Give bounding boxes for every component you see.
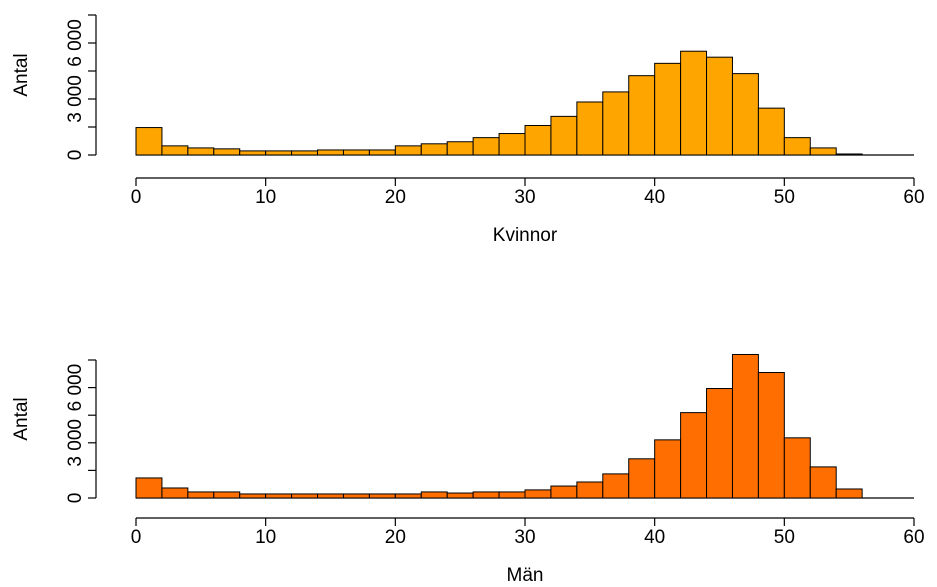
bar	[550, 115, 578, 156]
x-axis-label: Män	[507, 565, 544, 586]
bar	[446, 141, 474, 156]
bar	[472, 491, 500, 499]
y-tick-label: 3 000	[65, 75, 86, 123]
bar	[680, 412, 708, 499]
bar	[187, 491, 215, 499]
bar	[524, 125, 552, 156]
bar	[809, 147, 837, 156]
x-tick-label: 50	[774, 527, 795, 548]
y-tick-label: 3 000	[65, 419, 86, 467]
bar	[394, 493, 422, 499]
bar	[446, 492, 474, 499]
bar	[835, 488, 863, 499]
x-tick-label: 0	[131, 527, 142, 548]
bar	[213, 491, 241, 499]
bar	[161, 487, 189, 499]
bar	[498, 491, 526, 499]
bar	[602, 91, 630, 156]
bar	[731, 73, 759, 156]
bar	[783, 437, 811, 499]
x-tick-label: 10	[255, 527, 276, 548]
x-tick-label: 30	[514, 187, 535, 208]
x-tick-label: 60	[903, 527, 924, 548]
bar	[602, 473, 630, 499]
x-tick-label: 0	[131, 187, 142, 208]
bar	[213, 148, 241, 156]
bar	[239, 493, 267, 499]
y-tick-label: 0	[65, 493, 86, 504]
x-tick-label: 30	[514, 527, 535, 548]
bar	[265, 150, 293, 156]
bar	[291, 493, 319, 499]
bar	[265, 493, 293, 499]
bar	[342, 149, 370, 156]
bar	[576, 101, 604, 156]
x-tick-label: 60	[903, 187, 924, 208]
x-tick-label: 20	[385, 527, 406, 548]
bar	[368, 493, 396, 499]
bar	[654, 439, 682, 499]
x-tick-label: 10	[255, 187, 276, 208]
bar	[757, 107, 785, 156]
bar	[576, 481, 604, 499]
bar	[654, 62, 682, 156]
bar	[706, 56, 733, 156]
bar	[550, 485, 578, 499]
bar	[524, 489, 552, 499]
x-axis-label: Kvinnor	[493, 225, 558, 246]
bar	[472, 137, 500, 156]
bar	[706, 388, 733, 499]
bar	[135, 477, 163, 499]
y-axis-label: Antal	[11, 397, 32, 440]
bar	[317, 493, 344, 499]
y-tick-label: 0	[65, 150, 86, 161]
bar	[420, 143, 448, 156]
x-tick-label: 40	[644, 187, 665, 208]
bar	[161, 145, 189, 156]
x-tick-label: 20	[385, 187, 406, 208]
y-tick-label: 6 000	[65, 364, 86, 412]
bar	[342, 493, 370, 499]
bar	[757, 372, 785, 499]
bar	[420, 491, 448, 499]
bar	[239, 150, 267, 156]
x-tick-label: 40	[644, 527, 665, 548]
bar	[187, 147, 215, 156]
bar	[394, 145, 422, 156]
bar	[135, 127, 163, 156]
bar	[498, 133, 526, 156]
bar	[783, 137, 811, 156]
bar	[628, 75, 656, 156]
bar	[731, 353, 759, 499]
bar	[680, 50, 708, 156]
bar	[368, 149, 396, 156]
y-tick-label: 6 000	[65, 19, 86, 67]
y-axis-label: Antal	[11, 53, 32, 96]
bar	[628, 458, 656, 499]
bar	[317, 149, 344, 156]
bar	[809, 466, 837, 499]
x-tick-label: 50	[774, 187, 795, 208]
bar	[291, 150, 319, 156]
bar	[835, 153, 863, 156]
